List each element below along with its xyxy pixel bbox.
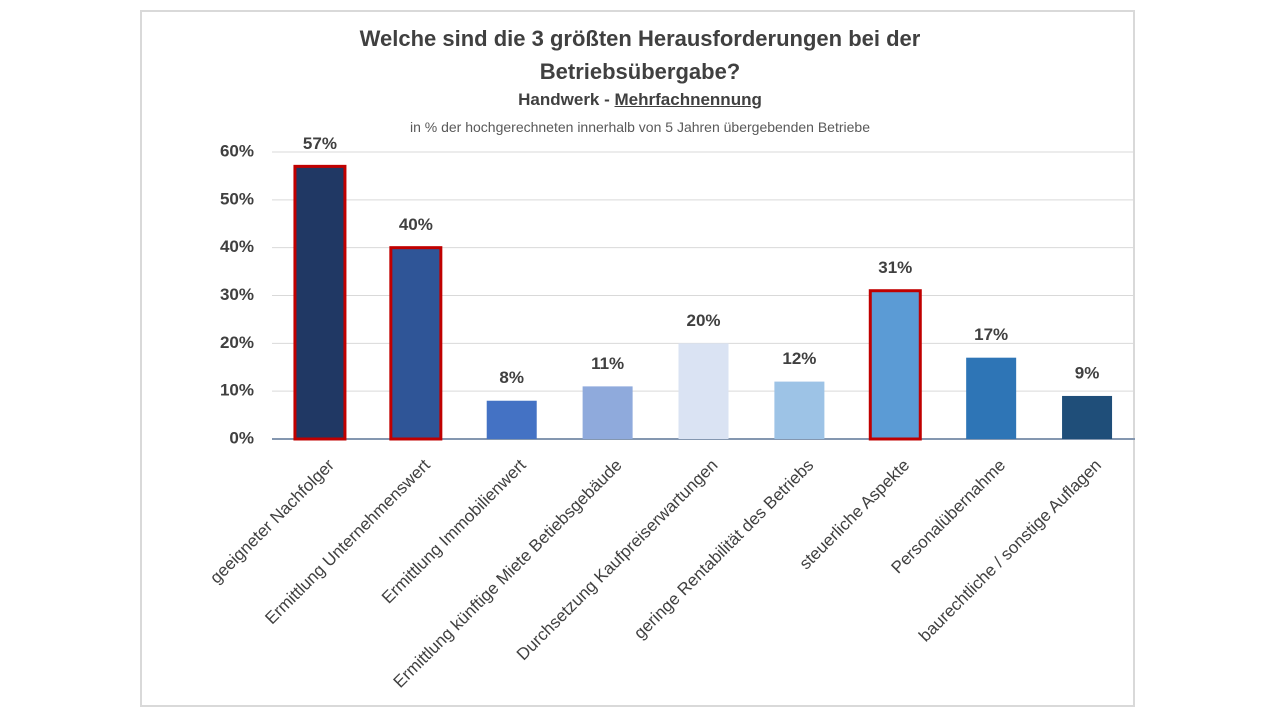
data-label: 9%: [1075, 363, 1100, 382]
y-tick-label: 20%: [220, 333, 254, 352]
chart-title: Welche sind die 3 größten Herausforderun…: [359, 26, 921, 84]
data-label: 20%: [686, 311, 720, 330]
bar: [389, 246, 443, 441]
y-tick-label: 60%: [220, 141, 254, 160]
y-tick-label: 50%: [220, 189, 254, 208]
chart-frame: [140, 10, 1135, 707]
chart-subtitle: Handwerk - Mehrfachnennung: [0, 90, 1280, 110]
bar: [486, 400, 537, 439]
chart-note: in % der hochgerechneten innerhalb von 5…: [409, 119, 870, 135]
x-tick-label: geringe Rentabilität des Betriebs: [630, 456, 817, 643]
bar: [1062, 395, 1113, 439]
bar: [774, 381, 825, 439]
bar: [582, 386, 633, 439]
bar: [868, 289, 922, 441]
bar: [678, 343, 729, 439]
bar: [966, 357, 1017, 439]
x-tick-label: Durchsetzung Kaufpreiserwartungen: [513, 456, 722, 665]
y-tick-label: 40%: [220, 237, 254, 256]
y-tick-label: 0%: [229, 428, 254, 447]
data-label: 12%: [782, 349, 816, 368]
data-label: 40%: [399, 215, 433, 234]
x-tick-label: Ermittlung Unternehmenswert: [261, 455, 434, 628]
y-tick-label: 30%: [220, 285, 254, 304]
y-tick-label: 10%: [220, 381, 254, 400]
subtitle: Handwerk -: [518, 90, 610, 109]
data-label: 8%: [499, 368, 524, 387]
data-label: 57%: [303, 134, 337, 153]
data-label: 17%: [974, 325, 1008, 344]
bar: [293, 164, 347, 441]
subtitle-underlined: Mehrfachnennung: [614, 90, 762, 109]
x-tick-label: baurechtliche / sonstige Auflagen: [915, 456, 1105, 646]
data-label: 11%: [591, 354, 624, 373]
data-label: 31%: [878, 258, 912, 277]
